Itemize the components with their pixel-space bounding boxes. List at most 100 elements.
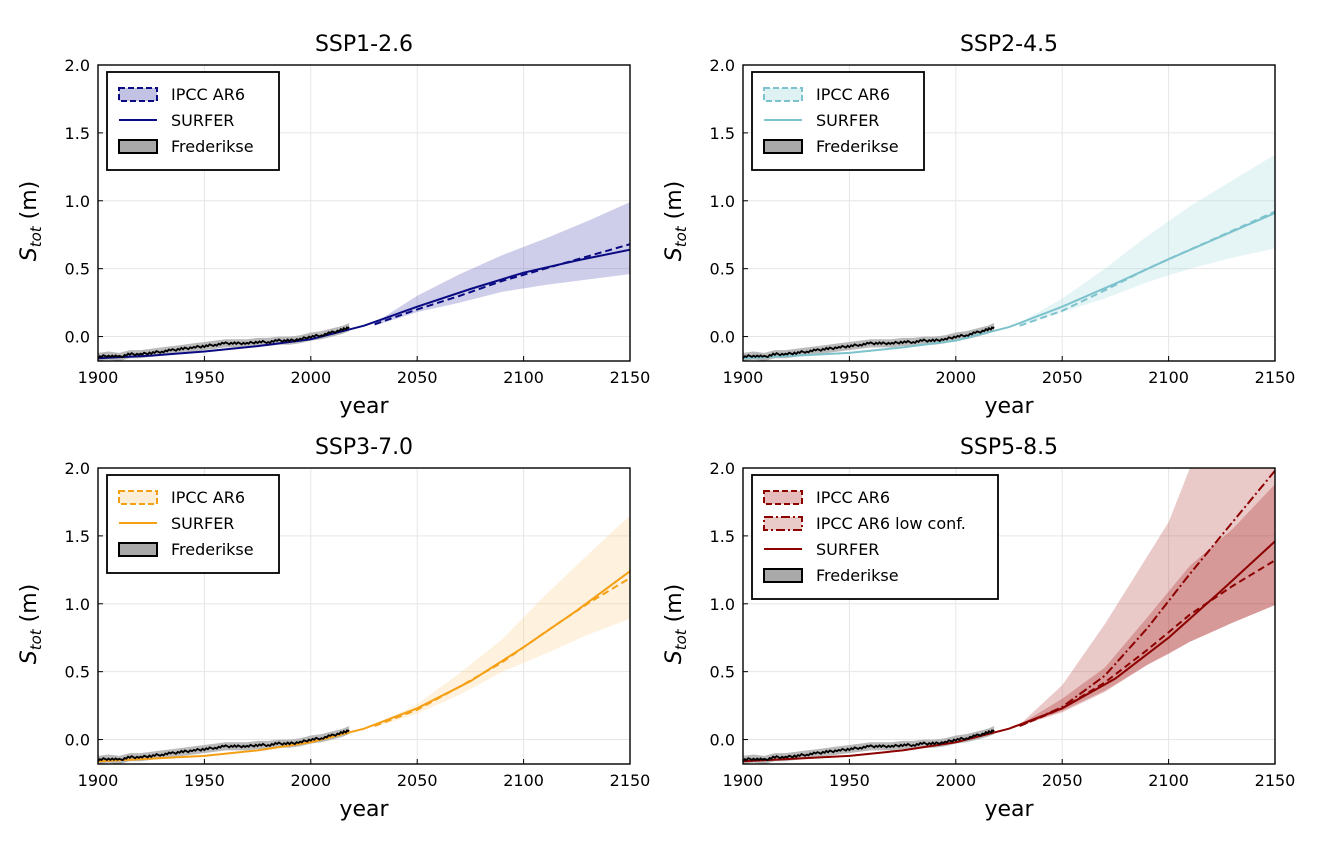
- x-tick-label: 1950: [829, 368, 870, 387]
- y-axis-label-subscript: tot: [672, 225, 690, 247]
- legend-swatch-frederikse: [763, 139, 803, 154]
- ipcc-band: [374, 515, 630, 728]
- x-axis-label: year: [339, 797, 389, 822]
- x-tick-label: 2050: [1042, 368, 1083, 387]
- panel-title: SSP1-2.6: [315, 32, 413, 57]
- panel-title: SSP5-8.5: [960, 435, 1058, 460]
- low-confidence-band: [1019, 468, 1275, 726]
- y-axis-label-unit: (m): [17, 181, 42, 227]
- legend: IPCC AR6 IPCC AR6 low conf. SURFER Frederik…: [751, 474, 999, 600]
- x-tick-label: 2100: [1148, 368, 1189, 387]
- legend: IPCC AR6 SURFER Frederikse: [751, 71, 925, 171]
- legend-swatch-ipcc: [118, 490, 158, 505]
- legend-label: Frederikse: [816, 137, 899, 156]
- legend: IPCC AR6 SURFER Frederikse: [106, 474, 280, 574]
- y-tick-label: 0.5: [710, 663, 735, 682]
- panel-1: 1900 1950 2000 2050 2100 2150 0.0 0.5 1.0 1.5 2.0 S…: [17, 32, 650, 419]
- y-tick-label: 2.0: [710, 56, 735, 75]
- panel-title: SSP2-4.5: [960, 32, 1058, 57]
- legend-label: IPCC AR6: [816, 85, 890, 104]
- y-axis-label: Stot (m): [17, 584, 45, 665]
- y-tick-label: 0.5: [65, 663, 90, 682]
- y-tick-label: 0.0: [65, 731, 90, 750]
- y-tick-label: 0.5: [65, 260, 90, 279]
- plot-frame: [97, 467, 631, 765]
- ipcc-median-line: [1019, 210, 1275, 327]
- y-tick-label: 1.0: [65, 192, 90, 211]
- surfer-line: [98, 248, 630, 360]
- x-tick-label: 2150: [610, 771, 651, 790]
- plot-frame: [742, 467, 1276, 765]
- panel-3: 1900 1950 2000 2050 2100 2150 0.0 0.5 1.0 1.5 2.0 S…: [17, 435, 650, 822]
- y-tick-label: 1.5: [710, 124, 735, 143]
- legend-swatch-frederikse: [118, 139, 158, 154]
- legend-label: IPCC AR6: [171, 85, 245, 104]
- frederikse-line: [98, 326, 350, 359]
- y-axis-label-subscript: tot: [27, 225, 45, 247]
- legend-label: SURFER: [816, 540, 879, 559]
- y-tick-label: 1.0: [65, 595, 90, 614]
- x-tick-label: 2000: [290, 368, 331, 387]
- legend-swatch-low-confidence: [763, 516, 803, 531]
- y-axis-label: Stot (m): [662, 584, 690, 665]
- x-tick-label: 2000: [290, 771, 331, 790]
- panel-title: SSP3-7.0: [315, 435, 413, 460]
- plot-frame: [742, 64, 1276, 362]
- legend-label: IPCC AR6 low conf.: [816, 514, 966, 533]
- plot-frame: [97, 64, 631, 362]
- x-tick-label: 2050: [1042, 771, 1083, 790]
- y-axis-label-main: S: [662, 650, 687, 664]
- y-tick-label: 0.0: [710, 328, 735, 347]
- x-tick-label: 1950: [829, 771, 870, 790]
- frederikse-line: [98, 729, 350, 762]
- x-tick-label: 2150: [1255, 368, 1296, 387]
- x-axis-label: year: [984, 797, 1034, 822]
- x-tick-label: 1900: [78, 771, 119, 790]
- x-tick-label: 2050: [397, 368, 438, 387]
- y-axis-label-subscript: tot: [672, 628, 690, 650]
- y-tick-label: 0.0: [65, 328, 90, 347]
- plot-area: [743, 468, 1275, 764]
- plot-area: [743, 154, 1275, 361]
- frederikse-line: [743, 326, 995, 359]
- surfer-line: [743, 540, 1275, 763]
- x-tick-label: 1950: [184, 771, 225, 790]
- legend-label: Frederikse: [171, 137, 254, 156]
- x-tick-label: 2050: [397, 771, 438, 790]
- legend-swatch-ipcc: [118, 87, 158, 102]
- legend-label: Frederikse: [816, 566, 899, 585]
- x-tick-label: 1900: [723, 771, 764, 790]
- ipcc-band: [374, 202, 630, 326]
- legend-label: SURFER: [816, 111, 879, 130]
- legend-swatch-ipcc: [763, 490, 803, 505]
- x-tick-label: 1900: [723, 368, 764, 387]
- legend-label: Frederikse: [171, 540, 254, 559]
- x-tick-label: 2150: [610, 368, 651, 387]
- ipcc-band: [1019, 154, 1275, 326]
- legend-swatch-ipcc: [763, 87, 803, 102]
- ipcc-median-line: [374, 243, 630, 326]
- legend-swatch-frederikse: [763, 568, 803, 583]
- legend-label: SURFER: [171, 111, 234, 130]
- x-axis-label: year: [339, 394, 389, 419]
- y-axis-label-main: S: [662, 247, 687, 261]
- y-tick-label: 0.0: [710, 731, 735, 750]
- y-tick-label: 1.5: [710, 527, 735, 546]
- ipcc-median-line: [1019, 559, 1275, 727]
- ipcc-band: [1019, 484, 1275, 726]
- y-tick-label: 2.0: [65, 459, 90, 478]
- y-axis-label-main: S: [17, 247, 42, 261]
- legend-swatch-frederikse: [118, 542, 158, 557]
- y-tick-label: 1.5: [65, 527, 90, 546]
- panel-2: 1900 1950 2000 2050 2100 2150 0.0 0.5 1.0 1.5 2.0 S…: [662, 32, 1295, 419]
- x-tick-label: 1950: [184, 368, 225, 387]
- x-tick-label: 2100: [503, 771, 544, 790]
- y-axis-label: Stot (m): [17, 181, 45, 262]
- y-axis-label-unit: (m): [17, 584, 42, 630]
- y-tick-label: 1.0: [710, 192, 735, 211]
- y-axis-label: Stot (m): [662, 181, 690, 262]
- y-tick-label: 1.0: [710, 595, 735, 614]
- legend: IPCC AR6 SURFER Frederikse: [106, 71, 280, 171]
- y-tick-label: 2.0: [65, 56, 90, 75]
